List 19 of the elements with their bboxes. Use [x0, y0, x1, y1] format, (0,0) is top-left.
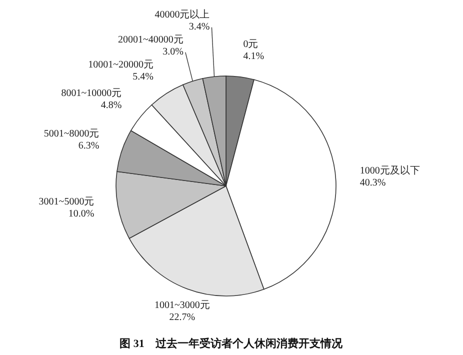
slice-label: 20001~40000元 — [118, 34, 184, 46]
data-label: 22.7% — [169, 312, 196, 323]
data-label: 6.3% — [78, 140, 100, 152]
data-label: 4.1% — [243, 51, 264, 62]
slice-label: 10001~20000元 — [88, 59, 154, 70]
slice-label: 3001~5000元 — [38, 196, 94, 208]
slice-label: 1001~3000元 — [154, 300, 210, 311]
slice-label: 40000元以上 — [154, 8, 210, 20]
data-label: 3.0% — [162, 46, 184, 58]
slice-label: 1000元及以下 — [360, 164, 420, 177]
data-label: 10.0% — [68, 208, 94, 220]
slice-label: 8001~10000元 — [61, 88, 122, 99]
data-label: 5.4% — [132, 71, 154, 82]
slice-label: 0元 — [243, 39, 258, 50]
data-label: 4.8% — [100, 100, 122, 111]
text: 图 31 过去一年受访者个人休闲消费开支情况 — [120, 337, 344, 350]
data-label: 3.4% — [188, 21, 210, 32]
data-label: 40.3% — [360, 178, 386, 189]
slice-label: 5001~8000元 — [44, 128, 100, 140]
